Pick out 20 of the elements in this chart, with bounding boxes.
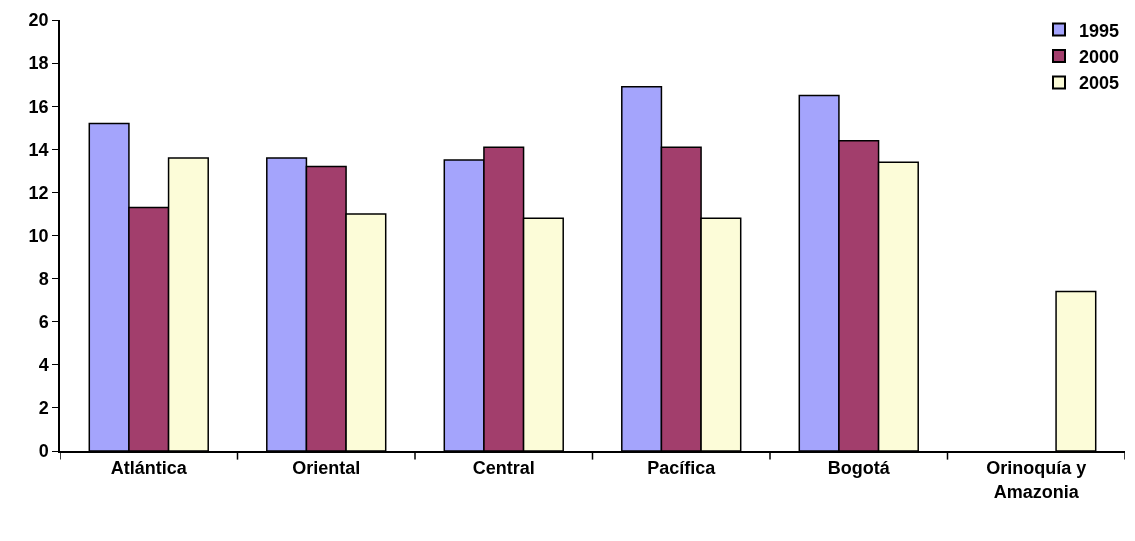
legend-label: 2005 bbox=[1079, 73, 1120, 94]
y-tick-label: 6 bbox=[38, 312, 49, 332]
y-tick-label: 0 bbox=[38, 441, 49, 462]
legend-label: 1995 bbox=[1079, 20, 1120, 41]
x-tick-label: Central bbox=[472, 458, 535, 479]
y-tick-label: 10 bbox=[28, 225, 49, 246]
y-tick-label: 18 bbox=[28, 53, 49, 74]
y-tick-label: 14 bbox=[28, 139, 49, 160]
y-tick-label: 2 bbox=[38, 398, 49, 419]
x-tick-label: Orinoquía y Amazonia bbox=[986, 458, 1087, 502]
y-tick-label: 16 bbox=[28, 96, 49, 117]
y-tick-label: 4 bbox=[38, 355, 49, 376]
y-tick-label: 12 bbox=[28, 182, 49, 203]
x-tick-label: Pacífica bbox=[647, 458, 717, 479]
y-tick-label: 8 bbox=[38, 268, 49, 289]
y-tick-label: 20 bbox=[28, 10, 49, 31]
x-tick-label: Bogotá bbox=[827, 458, 891, 479]
x-tick-label: Atlántica bbox=[110, 458, 188, 479]
legend-label: 2000 bbox=[1079, 47, 1120, 67]
x-tick-label: Oriental bbox=[292, 458, 361, 479]
